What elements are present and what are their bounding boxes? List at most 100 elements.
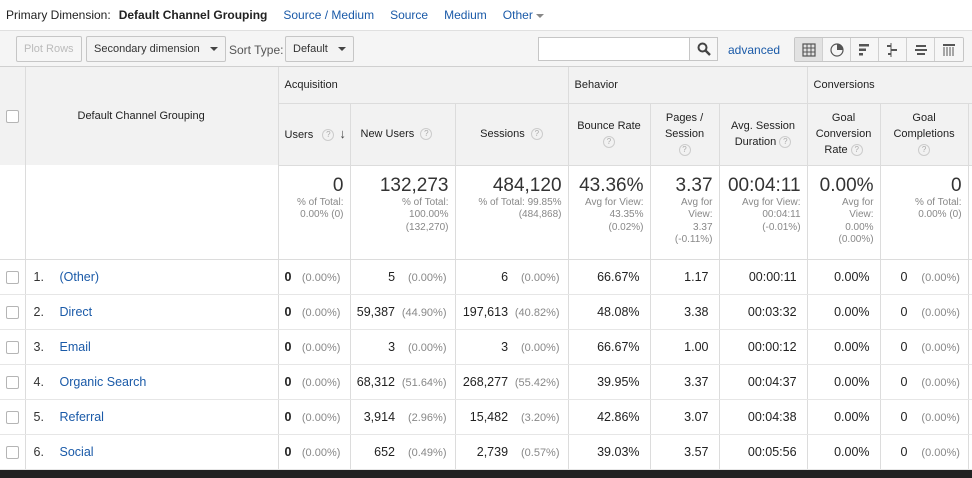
row-dimension-link[interactable]: (Other): [59, 269, 100, 284]
pie-chart-icon: [829, 42, 844, 57]
row-sessions-pct: (55.42%): [514, 376, 560, 389]
metric-header-pages-session-label: Pages / Session: [664, 112, 705, 140]
help-icon[interactable]: ?: [322, 128, 335, 141]
select-all-cell: [0, 67, 26, 165]
term-cloud-view-button[interactable]: [907, 38, 935, 61]
row-avg-duration-cell: 00:04:37: [719, 364, 808, 400]
row-goal-completions-cell: 0 (0.00%): [880, 294, 969, 330]
total-users-sub: % of Total: 0.00% (0): [281, 197, 344, 222]
row-checkbox[interactable]: [5, 305, 19, 319]
row-avg-duration-cell: 00:03:32: [719, 294, 808, 330]
row-index: 6.: [33, 444, 44, 459]
help-icon[interactable]: ?: [420, 128, 433, 141]
row-sessions: 268,277: [462, 374, 509, 389]
metric-header-users[interactable]: Users ? ↓: [278, 103, 351, 166]
row-new-users: 5: [388, 269, 396, 284]
row-select-cell: [0, 294, 26, 330]
help-icon[interactable]: ?: [850, 144, 863, 157]
metric-header-sessions-label: Sessions: [480, 128, 525, 140]
row-dimension-link[interactable]: Direct: [59, 304, 93, 319]
row-sessions-cell: 268,277 (55.42%): [455, 364, 569, 400]
row-checkbox[interactable]: [5, 340, 19, 354]
total-sub-line: Avg for: [842, 196, 874, 208]
table-view-icon: [801, 42, 816, 57]
row-goal-completions: 0: [900, 444, 908, 459]
sort-type-value: Default: [293, 43, 328, 55]
row-checkbox[interactable]: [5, 270, 19, 284]
row-overflow: [968, 364, 972, 400]
row-goal-completions-pct: (0.00%): [921, 306, 960, 319]
metric-header-pages-session[interactable]: Pages / Session?: [650, 103, 720, 166]
row-dimension-link[interactable]: Email: [59, 339, 91, 354]
row-pages-session-cell: 3.37: [650, 364, 720, 400]
dimension-link-source[interactable]: Source: [390, 8, 429, 22]
help-icon[interactable]: ?: [779, 136, 792, 149]
row-goal-completions: 0: [900, 374, 908, 389]
help-icon[interactable]: ?: [678, 144, 691, 157]
row-bounce-rate-cell: 66.67%: [568, 329, 651, 365]
row-sessions-cell: 2,739 (0.57%): [455, 434, 569, 470]
row-checkbox[interactable]: [5, 410, 19, 424]
total-new-users: 132,273% of Total: 100.00% (132,270): [350, 165, 456, 260]
row-dimension-cell: 2. Direct: [25, 294, 279, 330]
help-icon[interactable]: ?: [918, 144, 931, 157]
row-sessions-cell: 15,482 (3.20%): [455, 399, 569, 435]
metric-header-bounce-rate[interactable]: Bounce Rate?: [568, 103, 651, 166]
row-dimension-link[interactable]: Referral: [59, 409, 104, 424]
row-goal-completions-pct: (0.00%): [921, 411, 960, 424]
performance-view-button[interactable]: [851, 38, 879, 61]
comparison-view-button[interactable]: [879, 38, 907, 61]
row-checkbox[interactable]: [5, 445, 19, 459]
total-bounce-rate: 43.36% Avg for View: 43.35% (0.02%): [568, 165, 651, 260]
row-avg-duration-cell: 00:00:12: [719, 329, 808, 365]
total-pages-session-sub: Avg for View: 3.37 (-0.11%): [653, 197, 713, 247]
row-select-cell: [0, 434, 26, 470]
row-avg-duration-cell: 00:00:11: [719, 259, 808, 295]
sort-type-dropdown[interactable]: Default: [285, 36, 354, 62]
search-input[interactable]: [539, 38, 689, 60]
advanced-filter-link[interactable]: advanced: [728, 43, 781, 57]
row-checkbox[interactable]: [5, 375, 19, 389]
row-new-users-cell: 3 (0.00%): [350, 329, 456, 365]
row-sessions: 2,739: [476, 444, 509, 459]
secondary-dimension-dropdown[interactable]: Secondary dimension: [86, 36, 226, 62]
search-button[interactable]: [689, 38, 717, 60]
total-sub-line: 3.37: [693, 221, 713, 233]
dimension-link-source-medium[interactable]: Source / Medium: [283, 8, 375, 22]
help-icon[interactable]: ?: [603, 136, 616, 149]
pivot-view-button[interactable]: [935, 38, 963, 61]
row-sessions: 3: [501, 339, 509, 354]
metric-header-row: Users ? ↓ New Users ? Sessions ? Bounce …: [0, 103, 972, 166]
row-dimension-link[interactable]: Organic Search: [59, 374, 147, 389]
total-users-value: 0: [332, 174, 344, 196]
dimension-link-medium[interactable]: Medium: [444, 8, 487, 22]
row-sessions: 6: [501, 269, 509, 284]
metric-header-sessions[interactable]: Sessions ?: [455, 103, 569, 166]
dimension-other-dropdown[interactable]: Other: [503, 8, 544, 22]
row-index: 2.: [33, 304, 44, 319]
row-new-users: 68,312: [356, 374, 396, 389]
metric-header-avg-session-duration[interactable]: Avg. Session Duration ?: [719, 103, 808, 166]
row-new-users-pct: (51.64%): [401, 376, 447, 389]
bar-chart-icon: [858, 43, 869, 55]
total-sub-line: (-0.11%): [674, 234, 713, 245]
row-goal-conv-rate-cell: 0.00%: [807, 434, 881, 470]
help-icon[interactable]: ?: [530, 128, 543, 141]
pie-view-button[interactable]: [823, 38, 851, 61]
table-row: 6. Social 0 (0.00%) 652 (0.49%) 2,739 (0.…: [0, 434, 972, 470]
row-dimension-link[interactable]: Social: [59, 444, 94, 459]
row-users-pct: (0.00%): [301, 341, 341, 354]
totals-cb-cell: [0, 165, 26, 260]
metric-header-new-users[interactable]: New Users ?: [350, 103, 456, 166]
total-bounce-rate-sub: Avg for View: 43.35% (0.02%): [571, 197, 644, 235]
row-users-cell: 0 (0.00%): [278, 399, 351, 435]
metric-header-goal-completions[interactable]: Goal Completions?: [880, 103, 969, 166]
row-avg-duration-cell: 00:05:56: [719, 434, 808, 470]
metric-header-goal-conversion-rate[interactable]: Goal Conversion Rate ?: [807, 103, 881, 166]
table-view-button[interactable]: [795, 38, 823, 61]
select-all-checkbox[interactable]: [5, 110, 19, 124]
dimension-header[interactable]: Default Channel Grouping: [25, 67, 279, 165]
plot-rows-button[interactable]: Plot Rows: [16, 36, 82, 62]
search-icon: [697, 42, 711, 56]
secondary-dimension-label: Secondary dimension: [94, 43, 200, 55]
